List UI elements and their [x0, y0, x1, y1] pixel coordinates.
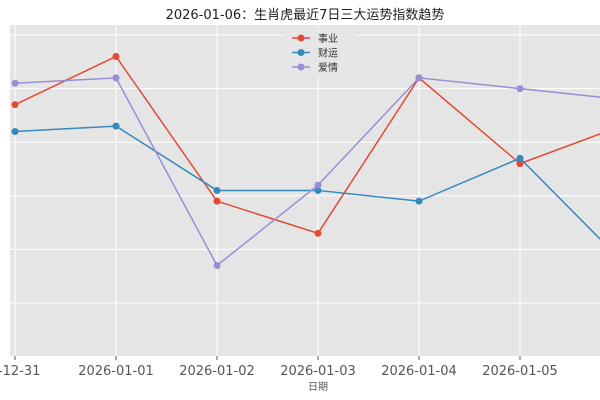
data-point: [516, 85, 524, 93]
series-2: [11, 74, 600, 269]
x-tick-label: 2026-01-02: [179, 364, 255, 379]
data-point: [112, 122, 120, 130]
data-point: [516, 160, 524, 168]
data-point: [415, 74, 423, 82]
data-point: [213, 186, 221, 194]
data-point: [112, 52, 120, 60]
legend-label: 事业: [318, 32, 338, 45]
data-point: [516, 154, 524, 162]
data-point: [314, 181, 322, 189]
data-point: [213, 197, 221, 205]
x-tick-label: 2026-01-04: [381, 364, 457, 379]
legend-label: 财运: [318, 47, 338, 60]
data-point: [314, 186, 322, 194]
x-tick-label: 5-12-31: [0, 364, 40, 379]
legend-marker: [297, 34, 305, 42]
data-point: [415, 197, 423, 205]
data-point: [11, 127, 19, 135]
data-point: [11, 79, 19, 87]
data-point: [213, 261, 221, 269]
x-axis-label: 日期: [308, 381, 328, 393]
series-1: [11, 122, 600, 241]
data-point: [112, 74, 120, 82]
x-tick-label: 2026-01-01: [78, 364, 154, 379]
legend-label: 爱情: [318, 61, 338, 74]
legend-marker: [297, 49, 305, 56]
data-point: [314, 229, 322, 237]
chart-title: 2026-01-06：生肖虎最近7日三大运势指数趋势: [166, 7, 445, 23]
legend-marker: [297, 63, 305, 71]
x-tick-label: 2026-01-05: [482, 364, 558, 379]
data-point: [11, 101, 19, 109]
x-tick-label: 2026-01-03: [280, 364, 356, 379]
